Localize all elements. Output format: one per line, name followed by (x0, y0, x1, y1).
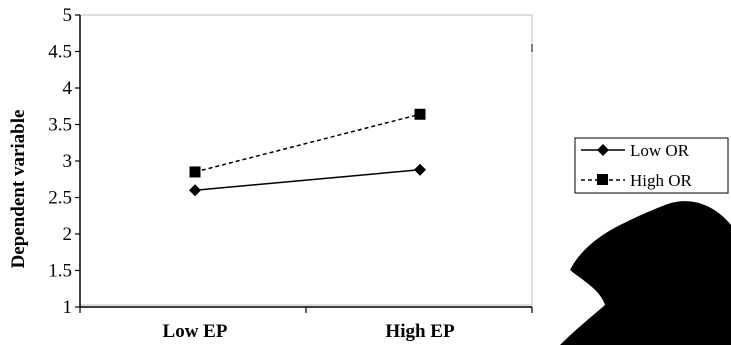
y-axis-label: Dependent variable (8, 110, 29, 269)
legend: Low OR High OR (574, 137, 729, 194)
legend-high-or-square-icon (597, 174, 608, 185)
series-layer (189, 108, 426, 197)
y-tick-label: 3 (63, 151, 73, 172)
y-tick-label: 4 (63, 78, 73, 99)
y-tick-label: 2 (63, 224, 73, 245)
y-tick-label: 3.5 (48, 115, 72, 136)
y-tick-label: 1.5 (48, 261, 72, 282)
plot-frame (79, 14, 533, 306)
series-line-high-or (194, 113, 421, 173)
y-tick-label: 1 (63, 297, 73, 318)
y-tick-label: 2.5 (48, 188, 72, 209)
data-point-square (414, 108, 426, 120)
legend-low-or-diamond-icon (597, 144, 609, 156)
legend-low-or-label: Low OR (630, 141, 690, 160)
data-point-diamond (189, 184, 201, 197)
x-category-label: Low EP (163, 321, 228, 342)
data-point-square (189, 166, 201, 178)
x-categories: Low EP High EP (79, 307, 533, 342)
y-ticks: 1 1.5 2 2.5 3 3.5 4 4.5 5 (48, 5, 80, 318)
legend-high-or-label: High OR (630, 171, 693, 190)
watermark-shape (560, 201, 731, 345)
data-point-diamond (414, 163, 426, 176)
y-tick-label: 4.5 (48, 42, 72, 63)
x-category-label: High EP (385, 321, 455, 342)
series-line-low-or (194, 169, 421, 191)
y-tick-label: 5 (63, 5, 73, 26)
